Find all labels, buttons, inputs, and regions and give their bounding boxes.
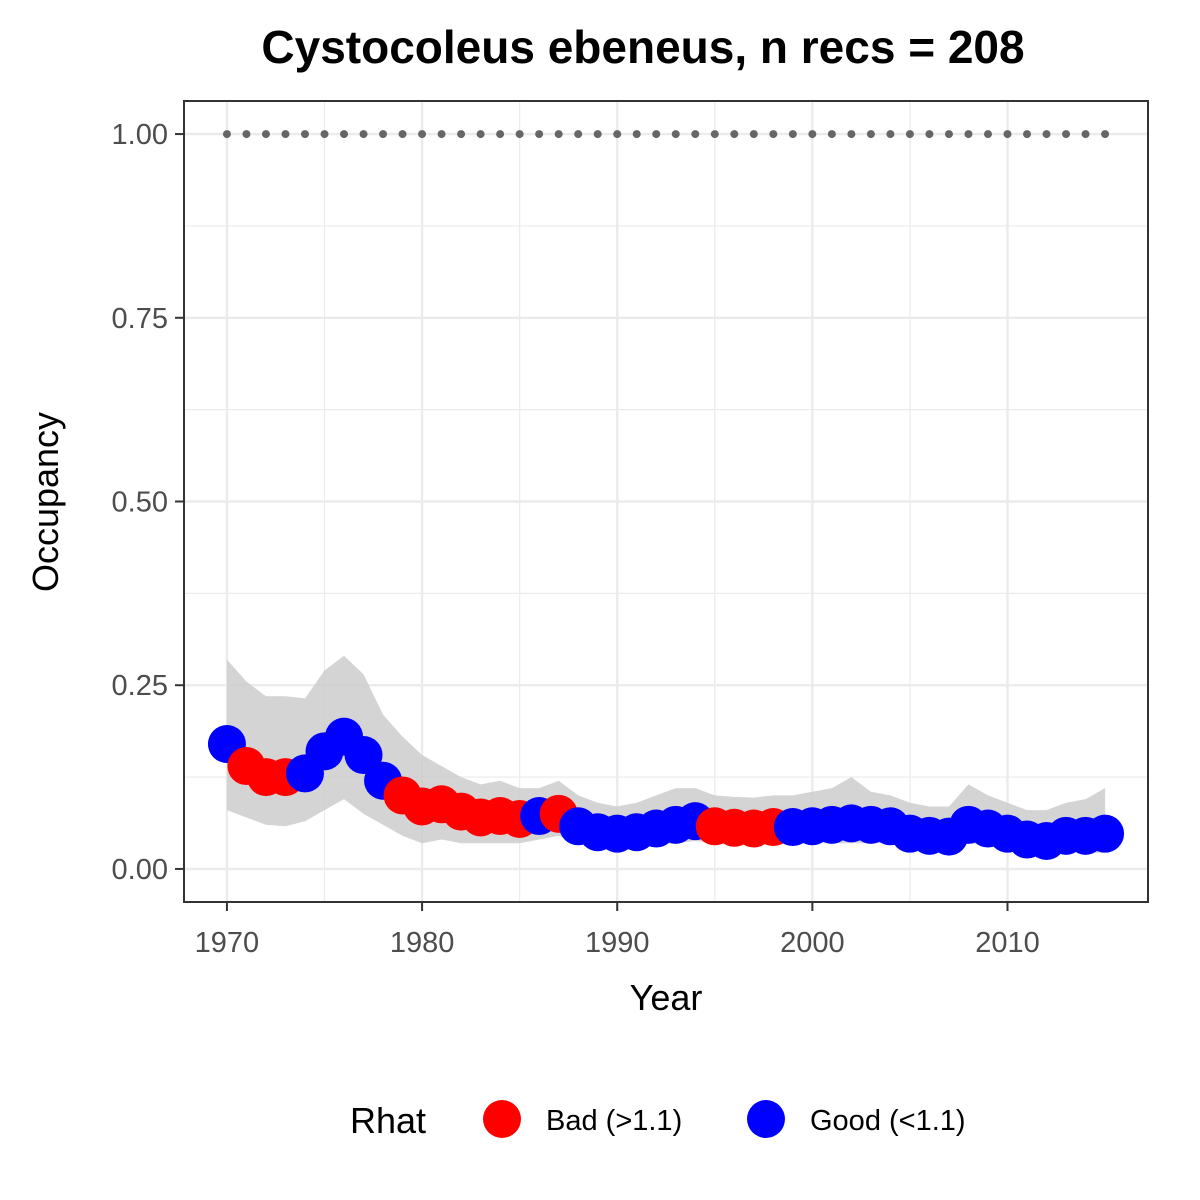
- y-axis-title: Occupancy: [25, 412, 66, 592]
- y-tick-label: 0.75: [112, 303, 168, 335]
- legend-label-good: Good (<1.1): [810, 1105, 966, 1137]
- reference-dot: [1062, 130, 1071, 139]
- reference-dot: [398, 130, 407, 139]
- reference-dot: [905, 130, 914, 139]
- reference-dot: [242, 130, 251, 139]
- reference-dot: [476, 130, 485, 139]
- x-tick-label: 2010: [975, 927, 1040, 959]
- legend-label-bad: Bad (>1.1): [546, 1105, 682, 1137]
- reference-dot: [1003, 130, 1012, 139]
- y-tick-label: 0.00: [112, 854, 168, 886]
- legend-title: Rhat: [350, 1100, 426, 1141]
- data-point-1977: [344, 736, 383, 775]
- reference-dot: [281, 130, 290, 139]
- reference-dot: [691, 130, 700, 139]
- reference-dot: [652, 130, 661, 139]
- reference-dot: [418, 130, 427, 139]
- reference-dot: [964, 130, 973, 139]
- x-tick-label: 2000: [780, 927, 845, 959]
- reference-dot: [671, 130, 680, 139]
- reference-dot: [613, 130, 622, 139]
- reference-dot: [769, 130, 778, 139]
- y-tick-label: 1.00: [112, 119, 168, 151]
- y-tick-label: 0.25: [112, 670, 168, 702]
- reference-dot: [827, 130, 836, 139]
- reference-dot: [847, 130, 856, 139]
- reference-line-dotted: [222, 130, 1110, 139]
- x-tick-label: 1970: [195, 927, 260, 959]
- reference-dot: [320, 130, 329, 139]
- reference-dot: [1023, 130, 1032, 139]
- x-axis-ticks: 1970 1980 1990 2000 2010: [195, 902, 1040, 959]
- reference-dot: [983, 130, 992, 139]
- reference-dot: [261, 130, 270, 139]
- reference-dot: [730, 130, 739, 139]
- reference-dot: [1081, 130, 1090, 139]
- reference-dot: [437, 130, 446, 139]
- reference-dot: [886, 130, 895, 139]
- reference-dot: [788, 130, 797, 139]
- reference-dot: [808, 130, 817, 139]
- reference-dot: [866, 130, 875, 139]
- y-axis-ticks: 0.00 0.25 0.50 0.75 1.00: [112, 119, 184, 886]
- legend-swatch-bad: [483, 1100, 521, 1138]
- reference-dot: [554, 130, 563, 139]
- data-points: [207, 717, 1125, 861]
- reference-dot: [749, 130, 758, 139]
- reference-dot: [379, 130, 388, 139]
- legend: Rhat Bad (>1.1) Good (<1.1): [350, 1100, 966, 1141]
- reference-dot: [925, 130, 934, 139]
- reference-dot: [535, 130, 544, 139]
- reference-dot: [944, 130, 953, 139]
- reference-dot: [632, 130, 641, 139]
- y-tick-label: 0.50: [112, 487, 168, 519]
- legend-swatch-good: [747, 1100, 785, 1138]
- reference-dot: [340, 130, 349, 139]
- reference-dot: [515, 130, 524, 139]
- reference-dot: [593, 130, 602, 139]
- x-axis-title: Year: [630, 977, 703, 1018]
- x-tick-label: 1980: [390, 927, 455, 959]
- reference-dot: [300, 130, 309, 139]
- data-point-2015: [1086, 814, 1125, 853]
- reference-dot: [1101, 130, 1110, 139]
- reference-dot: [457, 130, 466, 139]
- reference-dot: [710, 130, 719, 139]
- x-tick-label: 1990: [585, 927, 650, 959]
- reference-dot: [574, 130, 583, 139]
- chart-title: Cystocoleus ebeneus, n recs = 208: [261, 21, 1024, 73]
- reference-dot: [359, 130, 368, 139]
- reference-dot: [222, 130, 231, 139]
- reference-dot: [1042, 130, 1051, 139]
- reference-dot: [496, 130, 505, 139]
